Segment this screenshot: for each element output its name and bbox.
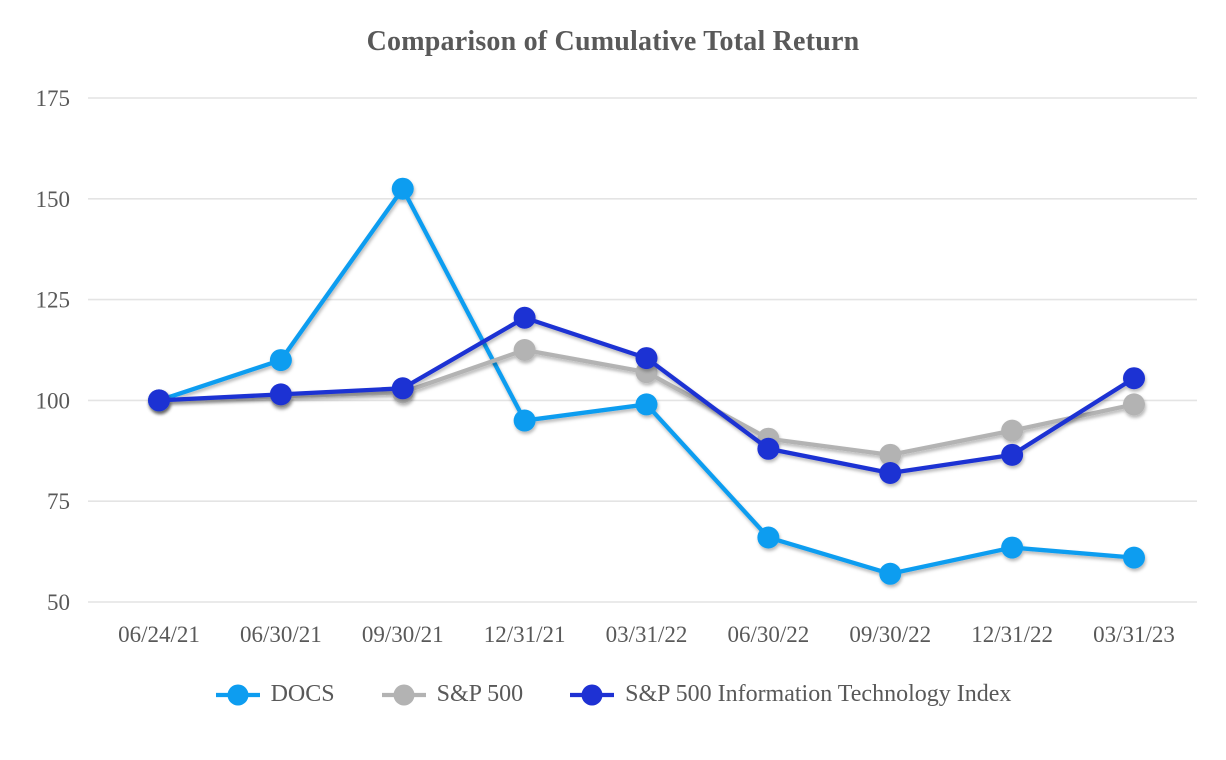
x-tick-label: 12/31/22 bbox=[971, 622, 1053, 647]
chart-title: Comparison of Cumulative Total Return bbox=[366, 26, 860, 57]
legend-item: DOCS bbox=[215, 681, 335, 708]
legend-line-marker-icon bbox=[215, 684, 260, 705]
y-tick-label: 150 bbox=[36, 187, 71, 212]
x-tick-label: 06/30/22 bbox=[727, 622, 809, 647]
x-tick-label: 06/24/21 bbox=[118, 622, 200, 647]
y-tick-label: 50 bbox=[47, 590, 70, 615]
legend-label: S&P 500 Information Technology Index bbox=[625, 681, 1012, 707]
x-tick-label: 12/31/21 bbox=[484, 622, 566, 647]
x-tick-label: 06/30/21 bbox=[240, 622, 322, 647]
legend-item: S&P 500 bbox=[381, 681, 523, 708]
data-point bbox=[513, 339, 536, 361]
x-axis-tick-labels: 06/24/21 06/30/21 09/30/21 12/31/21 03/31/22… bbox=[118, 622, 1175, 647]
data-point bbox=[1001, 536, 1024, 559]
legend-line-marker-icon bbox=[570, 684, 615, 705]
y-tick-label: 175 bbox=[36, 86, 71, 111]
x-tick-label: 03/31/22 bbox=[606, 622, 688, 647]
data-point bbox=[635, 393, 658, 416]
y-tick-label: 75 bbox=[47, 489, 70, 514]
legend-label: DOCS bbox=[270, 681, 335, 707]
data-point bbox=[391, 177, 414, 200]
data-point bbox=[148, 389, 170, 412]
data-point bbox=[879, 562, 902, 585]
legend-label: S&P 500 bbox=[436, 681, 524, 707]
data-point bbox=[1123, 367, 1145, 390]
data-point bbox=[757, 437, 780, 460]
data-point bbox=[879, 461, 902, 484]
data-point bbox=[757, 526, 780, 549]
y-tick-label: 100 bbox=[36, 388, 71, 413]
series-layer bbox=[148, 177, 1145, 585]
data-point bbox=[1123, 393, 1145, 416]
x-tick-label: 09/30/21 bbox=[362, 622, 444, 647]
data-point bbox=[879, 443, 902, 466]
data-point bbox=[1001, 443, 1024, 466]
legend-line-marker-icon bbox=[381, 684, 426, 705]
chart-legend: DOCS S&P 500 S&P 500 Information Technolog… bbox=[0, 681, 1226, 708]
data-point bbox=[513, 306, 536, 329]
data-point bbox=[269, 349, 292, 372]
data-point bbox=[391, 377, 414, 400]
x-tick-label: 03/31/23 bbox=[1093, 622, 1175, 647]
legend-item: S&P 500 Information Technology Index bbox=[569, 681, 1011, 708]
data-point bbox=[635, 347, 658, 370]
data-point bbox=[513, 409, 536, 432]
series-s-p-500-information-technology-index bbox=[148, 306, 1145, 484]
y-axis-tick-labels: 175 150 125 100 75 50 bbox=[36, 86, 71, 615]
y-tick-label: 125 bbox=[36, 288, 71, 313]
data-point bbox=[1123, 546, 1145, 569]
x-tick-label: 09/30/22 bbox=[849, 622, 931, 647]
data-point bbox=[269, 383, 292, 406]
data-point bbox=[1001, 419, 1024, 442]
